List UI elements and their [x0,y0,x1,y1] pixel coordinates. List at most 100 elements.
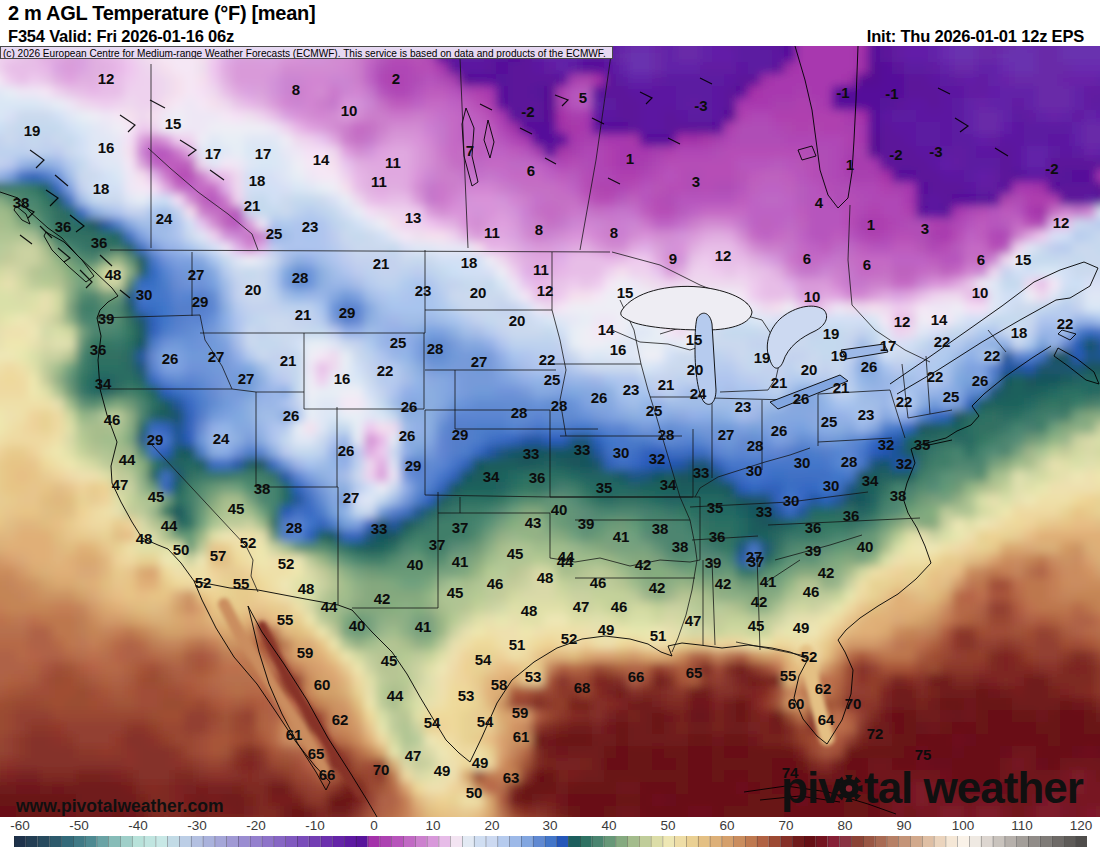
svg-text:28: 28 [286,519,303,536]
svg-text:41: 41 [613,528,630,545]
svg-text:36: 36 [843,507,860,524]
svg-text:1: 1 [846,156,854,173]
svg-text:61: 61 [513,728,530,745]
svg-text:44: 44 [161,517,178,534]
svg-text:42: 42 [649,579,666,596]
svg-text:33: 33 [574,441,591,458]
svg-text:43: 43 [525,514,542,531]
svg-text:-2: -2 [1045,160,1058,177]
svg-text:18: 18 [461,254,478,271]
svg-text:6: 6 [863,256,871,273]
svg-text:-20: -20 [246,818,266,833]
svg-text:14: 14 [598,321,615,338]
svg-text:6: 6 [803,250,811,267]
svg-text:47: 47 [405,747,422,764]
svg-text:25: 25 [544,371,561,388]
svg-text:50: 50 [660,818,675,833]
svg-text:44: 44 [321,598,338,615]
svg-text:17: 17 [880,337,897,354]
svg-text:39: 39 [578,515,595,532]
svg-text:36: 36 [709,528,726,545]
svg-text:38: 38 [890,487,907,504]
svg-text:49: 49 [434,762,451,779]
svg-text:25: 25 [390,334,407,351]
svg-text:44: 44 [557,553,574,570]
svg-text:52: 52 [195,574,212,591]
svg-text:21: 21 [833,379,850,396]
svg-text:47: 47 [573,598,590,615]
svg-text:15: 15 [617,284,634,301]
svg-text:45: 45 [228,500,245,517]
svg-text:2: 2 [392,70,400,87]
svg-text:17: 17 [205,145,222,162]
svg-text:50: 50 [173,541,190,558]
svg-text:35: 35 [707,499,724,516]
svg-text:26: 26 [771,422,788,439]
svg-text:22: 22 [377,362,394,379]
svg-text:48: 48 [136,530,153,547]
svg-text:-3: -3 [929,143,942,160]
svg-text:63: 63 [503,769,520,786]
svg-text:70: 70 [778,818,793,833]
svg-text:60: 60 [719,818,734,833]
svg-text:27: 27 [238,370,255,387]
svg-text:49: 49 [598,621,615,638]
svg-text:45: 45 [381,652,398,669]
svg-text:30: 30 [783,492,800,509]
svg-text:19: 19 [823,325,840,342]
svg-text:21: 21 [771,374,788,391]
svg-text:26: 26 [591,389,608,406]
svg-text:42: 42 [635,556,652,573]
svg-text:44: 44 [119,451,136,468]
svg-text:26: 26 [283,407,300,424]
svg-text:55: 55 [233,575,250,592]
svg-text:16: 16 [334,370,351,387]
svg-text:35: 35 [914,436,931,453]
svg-text:26: 26 [162,350,179,367]
svg-text:23: 23 [302,218,319,235]
svg-text:110: 110 [1011,818,1033,833]
svg-text:24: 24 [690,385,707,402]
svg-text:8: 8 [292,81,300,98]
svg-text:piv: piv [781,763,843,812]
svg-text:36: 36 [805,519,822,536]
svg-text:19: 19 [754,349,771,366]
svg-text:53: 53 [525,668,542,685]
svg-text:26: 26 [972,372,989,389]
svg-text:28: 28 [511,404,528,421]
svg-text:27: 27 [188,266,205,283]
svg-text:30: 30 [136,286,153,303]
svg-text:6: 6 [527,162,535,179]
svg-text:26: 26 [793,390,810,407]
svg-text:23: 23 [735,398,752,415]
svg-text:11: 11 [385,154,401,171]
svg-text:18: 18 [1011,324,1028,341]
svg-text:20: 20 [509,312,526,329]
svg-text:48: 48 [298,580,315,597]
svg-text:52: 52 [561,630,578,647]
svg-text:40: 40 [601,818,616,833]
svg-text:24: 24 [156,210,173,227]
svg-text:21: 21 [658,376,675,393]
svg-text:26: 26 [399,427,416,444]
svg-text:54: 54 [475,651,492,668]
svg-text:50: 50 [466,784,483,801]
svg-text:32: 32 [649,450,666,467]
svg-text:46: 46 [611,598,628,615]
svg-text:30: 30 [746,462,763,479]
svg-text:16: 16 [610,341,627,358]
svg-text:20: 20 [484,818,499,833]
svg-text:62: 62 [815,680,832,697]
svg-text:28: 28 [747,437,764,454]
svg-text:38: 38 [652,520,669,537]
svg-text:35: 35 [596,479,613,496]
svg-text:20: 20 [245,281,262,298]
svg-text:11: 11 [371,173,387,190]
svg-text:52: 52 [801,648,818,665]
svg-text:90: 90 [896,818,911,833]
svg-text:34: 34 [862,472,879,489]
svg-text:51: 51 [509,636,526,653]
svg-text:29: 29 [405,457,422,474]
svg-text:8: 8 [535,221,543,238]
svg-text:11: 11 [484,224,500,241]
